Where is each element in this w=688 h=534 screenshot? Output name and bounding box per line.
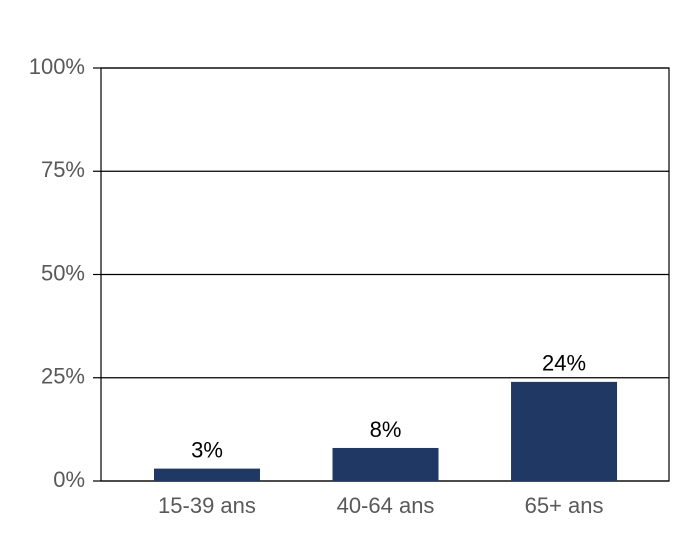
value-label: 8% <box>370 417 402 442</box>
y-tick-label: 75% <box>41 157 85 182</box>
bar <box>511 381 618 481</box>
x-tick-label: 65+ ans <box>525 493 604 518</box>
y-tick-label: 50% <box>41 260 85 285</box>
x-tick-label: 40-64 ans <box>337 493 435 518</box>
y-tick-label: 0% <box>53 467 85 492</box>
y-tick-label: 25% <box>41 364 85 389</box>
value-label: 3% <box>191 437 223 462</box>
y-tick-label: 100% <box>29 54 85 79</box>
x-tick-label: 15-39 ans <box>158 493 256 518</box>
value-label: 24% <box>542 351 586 376</box>
bar <box>153 468 260 481</box>
bar <box>332 447 439 481</box>
